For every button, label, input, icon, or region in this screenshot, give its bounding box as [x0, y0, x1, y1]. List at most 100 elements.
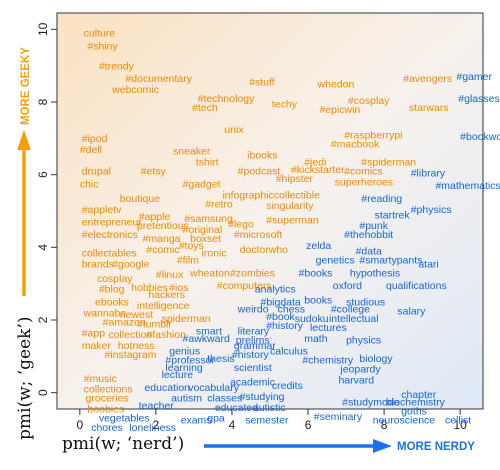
word-point: #history: [266, 320, 304, 332]
word-point: weirdo: [237, 304, 269, 316]
word-point: #toys: [179, 240, 204, 252]
word-point: physics: [346, 335, 381, 347]
word-point: webcomic: [111, 84, 159, 96]
word-point: lecture: [162, 369, 194, 381]
geeky-arrow-head: [17, 130, 31, 150]
word-point: chic: [80, 178, 99, 190]
word-point: sneaker: [173, 146, 211, 158]
word-point: #lego: [228, 218, 254, 230]
word-point: #avengers: [403, 73, 452, 85]
word-point: cellist: [445, 415, 471, 427]
y-tick-label: 6: [36, 171, 50, 178]
word-point: unix: [224, 124, 244, 136]
nerdy-arrow-label: MORE NERDY: [397, 441, 475, 453]
word-point: wannabe: [83, 307, 127, 319]
word-point: #seminary: [314, 411, 363, 423]
word-point: #amazon: [103, 316, 146, 328]
word-point: boxset: [190, 233, 221, 245]
word-point: #film: [177, 255, 199, 267]
word-point: #app: [82, 327, 106, 339]
word-point: #samsung: [184, 213, 233, 225]
y-tick-label: 0: [36, 389, 50, 396]
word-point: harvard: [338, 375, 374, 387]
word-point: autistic: [253, 402, 286, 414]
word-point: brands: [82, 258, 114, 270]
word-point: drupal: [82, 166, 111, 178]
word-point: #comics: [344, 166, 383, 178]
word-point: atari: [418, 258, 438, 270]
word-point: classes: [207, 393, 242, 405]
word-point: smart: [196, 326, 222, 338]
word-point: infographic: [222, 189, 273, 201]
word-point: hackers: [148, 289, 185, 301]
word-point: biology: [359, 353, 393, 365]
word-point: chores: [91, 422, 123, 434]
word-point: books: [304, 295, 332, 307]
word-point: ebooks: [95, 296, 129, 308]
word-point: culture: [84, 28, 116, 40]
x-tick-label: 6: [305, 418, 312, 432]
word-point: intelligence: [137, 300, 190, 312]
word-point: credits: [272, 380, 303, 392]
word-point: #blog: [99, 284, 125, 296]
y-tick-label: 4: [36, 244, 50, 251]
word-point: maker: [82, 340, 112, 352]
x-axis-ticks: 0 2 4 6 8 10: [76, 409, 467, 432]
word-point: #kickstarter: [291, 164, 345, 176]
word-point: hobbies: [131, 282, 168, 294]
word-point: startrek: [375, 209, 411, 221]
word-point: exams: [181, 415, 212, 427]
word-point: #books: [299, 267, 333, 279]
word-point: #cosplay: [348, 95, 390, 107]
word-point: vegetables: [99, 413, 150, 425]
word-point: #gadget: [183, 178, 221, 190]
word-point: chapter: [401, 389, 437, 401]
word-point: #data: [356, 246, 382, 258]
word-point: #professor: [165, 355, 215, 367]
word-point: newest: [120, 309, 153, 321]
word-point: #google: [112, 258, 150, 270]
word-point: #dell: [80, 144, 102, 156]
word-point: boutique: [120, 193, 160, 205]
word-point: #electronics: [82, 229, 138, 241]
plot-background: [56, 12, 484, 410]
y-tick-label: 10: [36, 22, 50, 36]
word-point: neuroscience: [373, 415, 436, 427]
geeky-arrow-label: MORE GEEKY: [20, 47, 32, 125]
word-point: #history: [232, 349, 270, 361]
word-point: salary: [397, 306, 426, 318]
word-point: grammar: [234, 340, 277, 352]
word-point: math: [304, 333, 328, 345]
word-point: #appletv: [82, 204, 122, 216]
word-point: wheaton: [189, 267, 230, 279]
word-point: scientist: [234, 362, 272, 374]
word-point: #studymode: [342, 396, 399, 408]
word-point: #glasses: [458, 93, 499, 105]
word-point: semester: [245, 415, 289, 427]
word-point: #bookworm: [460, 131, 500, 143]
word-point: collectables: [82, 247, 137, 259]
word-point: qualifications: [386, 280, 447, 292]
word-point: #comic: [146, 244, 179, 256]
x-tick-label: 2: [153, 418, 160, 432]
word-point: #zombies: [230, 267, 275, 279]
word-point: literary: [238, 326, 270, 338]
x-axis-label: pmi(w; ‘nerd’): [62, 434, 184, 454]
word-point: #jedi: [304, 157, 326, 169]
word-point: hotness: [118, 340, 155, 352]
word-point: #college: [331, 304, 370, 316]
word-point: jeopardy: [339, 364, 381, 376]
word-point: doctorwho: [240, 244, 289, 256]
word-point: tshirt: [196, 157, 219, 169]
word-point: #retro: [205, 198, 233, 210]
word-point: analytics: [255, 284, 296, 296]
word-point: #bigdata: [260, 296, 300, 308]
word-point: #manga: [143, 233, 181, 245]
word-point: intellectual: [329, 313, 379, 325]
word-point: #trendy: [99, 60, 135, 72]
word-point: ibooks: [247, 149, 277, 161]
word-point: #smartypants: [359, 255, 422, 267]
y-axis-ticks: 0 2 4 6 8 10: [36, 22, 57, 396]
word-point: #raspberrypi: [344, 129, 402, 141]
word-point: educated: [215, 402, 258, 414]
